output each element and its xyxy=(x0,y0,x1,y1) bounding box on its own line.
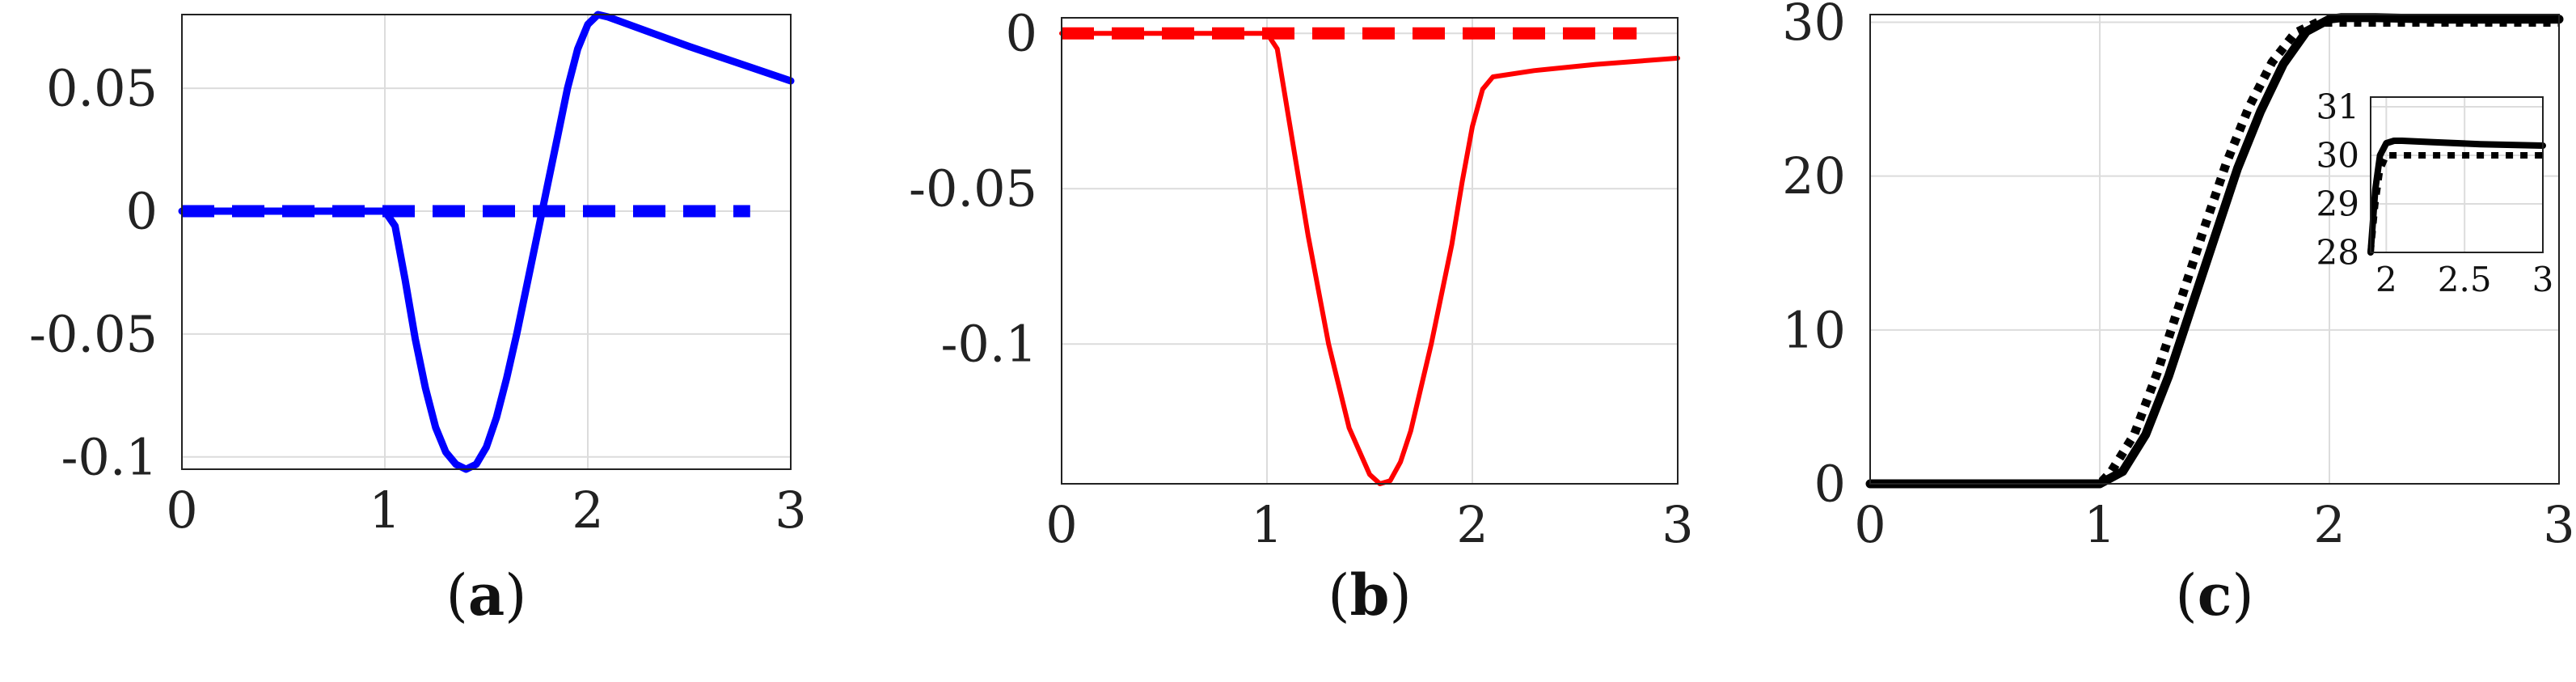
panel-a-ytick-label: -0.05 xyxy=(29,304,158,363)
panel-b-ytick-label: -0.1 xyxy=(940,315,1037,374)
panel-a-ticks: 0 1 2 3 -0.1 -0.05 0 0.05 xyxy=(29,59,807,540)
inset-background xyxy=(2371,97,2543,252)
panel-b-xtick-label: 0 xyxy=(1045,495,1077,554)
panel-a-caption: (a) xyxy=(446,561,527,629)
panel-b-xtick-label: 2 xyxy=(1456,495,1488,554)
panel-c-xtick-label: 2 xyxy=(2313,495,2345,554)
panel-b-frame xyxy=(1061,17,1679,485)
panel-c-caption-letter: c xyxy=(2198,561,2232,629)
panel-a-frame xyxy=(181,14,792,470)
panel-a-caption-letter: a xyxy=(468,561,505,629)
inset-ticks: 2 2.5 3 28 29 30 31 xyxy=(2316,87,2554,300)
panel-b-xtick-label: 1 xyxy=(1251,495,1282,554)
panel-b-ytick-label: -0.05 xyxy=(909,159,1037,218)
inset-series xyxy=(2367,138,2546,256)
panel-c-xtick-label: 3 xyxy=(2543,495,2574,554)
panel-b-series xyxy=(1059,27,1680,486)
inset-frame xyxy=(2370,96,2544,253)
panel-a-caption-open: ( xyxy=(446,562,468,629)
panel-b-xtick-label: 3 xyxy=(1662,495,1693,554)
panel-c-xtick-label: 1 xyxy=(2084,495,2115,554)
panel-c-ytick-label: 0 xyxy=(1814,455,1846,514)
panel-a-xtick-label: 2 xyxy=(572,481,603,540)
panel-a-ytick-label: -0.1 xyxy=(61,427,158,486)
panel-c-series-solid-line xyxy=(1865,13,2564,489)
inset-series-dotted-line xyxy=(2367,152,2543,253)
panel-c-xtick-label: 0 xyxy=(1854,495,1886,554)
panel-b-caption: (b) xyxy=(1328,561,1412,629)
panel-c-caption: (c) xyxy=(2175,561,2253,629)
inset-xtick-label: 2 xyxy=(2375,260,2397,299)
panel-b-ytick-label: 0 xyxy=(1006,4,1037,63)
panel-b: 0 1 2 3 -0.1 -0.05 0 (b) xyxy=(909,4,1694,629)
panel-c-inset: 2 2.5 3 28 29 30 31 xyxy=(2316,87,2554,300)
inset-ytick-label: 30 xyxy=(2316,136,2359,176)
panel-a-xtick-label: 3 xyxy=(775,481,806,540)
panel-a-xtick-label: 1 xyxy=(369,481,400,540)
inset-xtick-label: 3 xyxy=(2532,260,2554,299)
panel-c-frame xyxy=(1869,14,2560,485)
panel-b-ticks: 0 1 2 3 -0.1 -0.05 0 xyxy=(909,4,1694,554)
panel-b-caption-open: ( xyxy=(1328,562,1349,629)
panel-b-caption-letter: b xyxy=(1350,561,1390,629)
panel-a-ytick-label: 0 xyxy=(126,182,158,241)
inset-ytick-label: 31 xyxy=(2316,87,2359,127)
inset-ytick-label: 28 xyxy=(2316,233,2359,273)
panel-a-ytick-label: 0.05 xyxy=(46,59,158,118)
panel-a-caption-close: ) xyxy=(505,562,526,629)
panel-c-ytick-label: 10 xyxy=(1782,300,1846,359)
panel-b-caption-close: ) xyxy=(1389,562,1411,629)
panel-c-caption-open: ( xyxy=(2175,562,2197,629)
inset-xtick-label: 2.5 xyxy=(2438,260,2492,299)
panel-a: 0 1 2 3 -0.1 -0.05 0 0.05 (a) xyxy=(29,11,807,629)
panel-b-series-solid-line xyxy=(1059,31,1680,486)
panel-c-caption-close: ) xyxy=(2232,562,2253,629)
inset-ytick-label: 29 xyxy=(2316,184,2359,224)
panel-a-xtick-label: 0 xyxy=(166,481,197,540)
panel-c-series xyxy=(1865,13,2564,489)
panel-c-ytick-label: 20 xyxy=(1782,146,1846,205)
panel-c-ytick-label: 30 xyxy=(1782,0,1846,52)
panel-c-series-dotted-line xyxy=(1870,18,2559,489)
